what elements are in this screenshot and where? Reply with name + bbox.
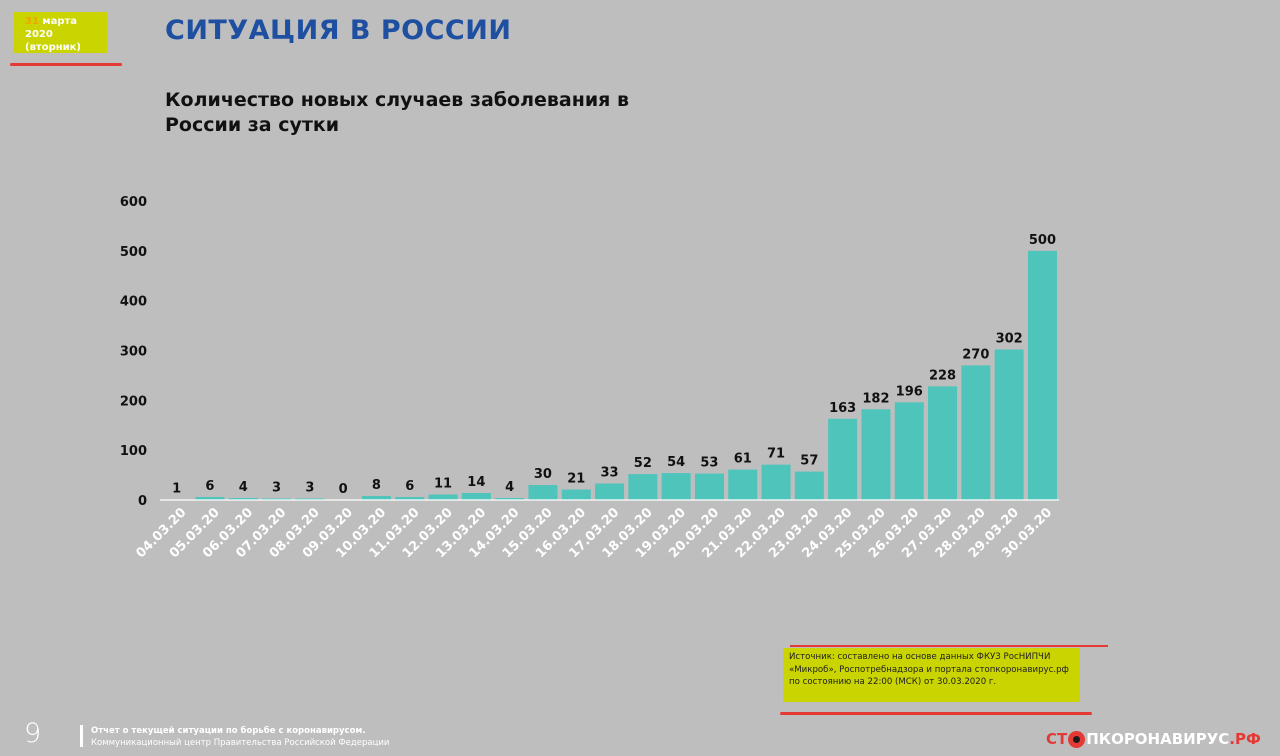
source-line-top	[790, 645, 1108, 647]
y-axis-ticks: 0 100 200 300 400 500 600	[120, 195, 147, 509]
bar	[761, 464, 791, 500]
bar	[1027, 250, 1057, 500]
data-label: 8	[372, 478, 381, 493]
virus-icon	[1068, 730, 1086, 748]
data-label: 21	[567, 472, 585, 487]
bar	[595, 483, 625, 500]
data-label: 3	[272, 481, 281, 496]
date-month: марта 2020	[25, 16, 78, 40]
bar	[495, 498, 525, 500]
brand-logo[interactable]: СТ ПКОРОНАВИРУС .РФ	[1046, 729, 1261, 749]
bar	[528, 485, 558, 500]
bar	[928, 386, 958, 500]
x-axis-ticks: 04.03.2005.03.2006.03.2007.03.2008.03.20…	[134, 505, 1056, 561]
bar	[828, 418, 858, 500]
data-label: 163	[829, 401, 856, 416]
bar	[561, 489, 591, 500]
bar	[361, 496, 391, 500]
source-line-1: Источник: составлено на основе данных ФК…	[789, 652, 1051, 662]
data-label: 71	[767, 447, 785, 462]
data-label: 270	[962, 347, 989, 362]
y-tick-label: 300	[120, 345, 147, 360]
bar	[661, 473, 691, 500]
bar	[262, 498, 292, 500]
data-label: 4	[239, 480, 248, 495]
data-label: 1	[172, 482, 181, 497]
data-label: 14	[467, 475, 485, 490]
data-label: 182	[862, 391, 889, 406]
brand-suffix: .РФ	[1229, 730, 1261, 748]
page-title: СИТУАЦИЯ В РОССИИ	[165, 15, 512, 46]
chart-title: Количество новых случаев заболевания в Р…	[165, 89, 630, 136]
brand-part-1: СТ	[1046, 730, 1068, 748]
source-line-3: по состоянию на 22:00 (МСК) от 30.03.202…	[789, 677, 997, 687]
footer-divider	[80, 725, 83, 747]
data-label: 3	[305, 481, 314, 496]
source-line-2: «Микроб», Роспотребнадзора и портала сто…	[789, 664, 1069, 675]
data-label: 53	[700, 456, 718, 471]
source-line-bottom	[780, 712, 1092, 715]
bar	[228, 498, 258, 500]
data-label: 0	[339, 482, 348, 497]
footer-line-2: Коммуникационный центр Правительства Рос…	[91, 738, 390, 748]
data-label: 6	[205, 479, 214, 494]
brand-part-2: ПКОРОНАВИРУС	[1086, 730, 1230, 748]
data-label: 302	[996, 332, 1023, 347]
data-label: 228	[929, 368, 956, 383]
data-label: 54	[667, 455, 685, 470]
bar	[894, 402, 924, 500]
bar	[728, 469, 758, 500]
bar	[994, 349, 1024, 500]
data-label: 196	[896, 384, 923, 399]
bar	[861, 409, 891, 500]
data-label: 30	[534, 467, 552, 482]
bar	[428, 494, 458, 500]
y-tick-label: 0	[138, 494, 147, 509]
date-weekday: (вторник)	[25, 42, 81, 53]
y-tick-label: 500	[120, 245, 147, 260]
y-tick-label: 200	[120, 394, 147, 409]
bar	[961, 365, 991, 500]
bars	[162, 250, 1057, 500]
data-label: 33	[601, 466, 619, 481]
bar	[461, 493, 491, 500]
y-tick-label: 100	[120, 444, 147, 459]
bar	[395, 497, 425, 500]
date-badge: 31 марта 2020 (вторник)	[14, 12, 107, 53]
data-label: 6	[405, 479, 414, 494]
bar	[295, 498, 325, 500]
bar	[794, 471, 824, 500]
date-day: 31	[25, 16, 39, 27]
page-number: 9	[24, 718, 42, 749]
data-label: 52	[634, 456, 652, 471]
source-note: Источник: составлено на основе данных ФК…	[783, 648, 1080, 702]
data-label: 500	[1029, 233, 1056, 248]
data-label: 11	[434, 477, 452, 492]
y-tick-label: 400	[120, 295, 147, 310]
footer-line-1: Отчет о текущей ситуации по борьбе с кор…	[91, 726, 366, 736]
footer-text: Отчет о текущей ситуации по борьбе с кор…	[91, 725, 389, 749]
y-tick-label: 600	[120, 195, 147, 210]
bar	[628, 474, 658, 500]
bar	[195, 497, 225, 500]
data-label: 61	[734, 452, 752, 467]
data-label: 4	[505, 480, 514, 495]
bar	[694, 473, 724, 500]
data-label: 57	[800, 454, 818, 469]
date-underline	[10, 63, 122, 66]
